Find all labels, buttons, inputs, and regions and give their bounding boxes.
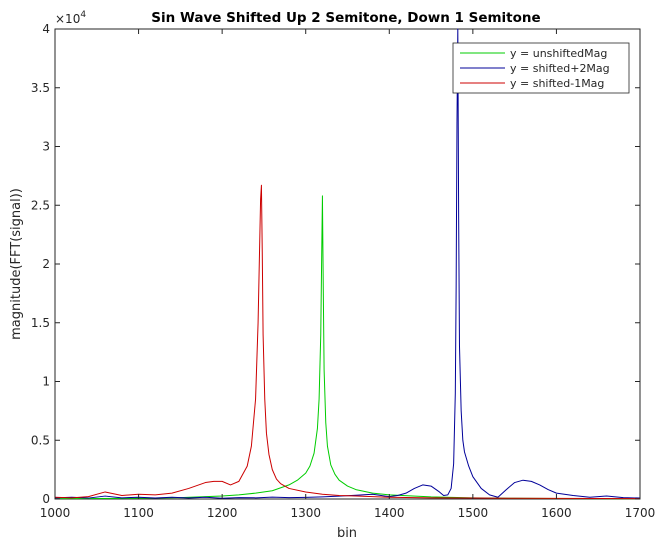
x-tick-label: 1400 xyxy=(374,506,405,520)
legend-label-2: y = shifted+2Mag xyxy=(510,62,610,75)
chart-title: Sin Wave Shifted Up 2 Semitone, Down 1 S… xyxy=(151,10,540,26)
y-exponent-label: ×104 xyxy=(55,10,86,26)
y-tick-label: 0.5 xyxy=(31,433,50,447)
x-tick-label: 1100 xyxy=(123,506,154,520)
legend-label-3: y = shifted-1Mag xyxy=(510,77,604,90)
x-tick-label: 1500 xyxy=(458,506,489,520)
y-axis-label: magnitude(FFT(signal)) xyxy=(9,188,24,340)
plot-area xyxy=(54,28,641,500)
x-tick-label: 1300 xyxy=(290,506,321,520)
y-tick-label: 0 xyxy=(42,492,50,506)
y-tick-label: 2 xyxy=(42,257,50,271)
x-axis: 1000 1100 1200 1300 1400 1500 1600 1700 xyxy=(40,29,656,520)
y-tick-label: 1.5 xyxy=(31,316,50,330)
series-line-3 xyxy=(54,184,641,500)
x-tick-label: 1000 xyxy=(40,506,71,520)
legend-label-1: y = unshiftedMag xyxy=(510,47,607,60)
x-tick-label: 1200 xyxy=(207,506,238,520)
x-axis-label: bin xyxy=(337,526,357,541)
y-tick-label: 4 xyxy=(42,22,50,36)
y-tick-label: 3.5 xyxy=(31,81,50,95)
x-tick-label: 1700 xyxy=(625,506,656,520)
y-exponent-value: 4 xyxy=(80,10,86,20)
plot-lines xyxy=(54,28,641,500)
series-line-2 xyxy=(54,28,641,499)
x-tick-label: 1600 xyxy=(541,506,572,520)
y-tick-label: 1 xyxy=(42,375,50,389)
series-line-1 xyxy=(54,195,641,500)
y-axis: 0 0.5 1 1.5 2 2.5 3 3.5 4 xyxy=(31,22,640,506)
legend: y = unshiftedMag y = shifted+2Mag y = shif… xyxy=(452,42,630,94)
y-tick-label: 2.5 xyxy=(31,198,50,212)
y-tick-label: 3 xyxy=(42,140,50,154)
